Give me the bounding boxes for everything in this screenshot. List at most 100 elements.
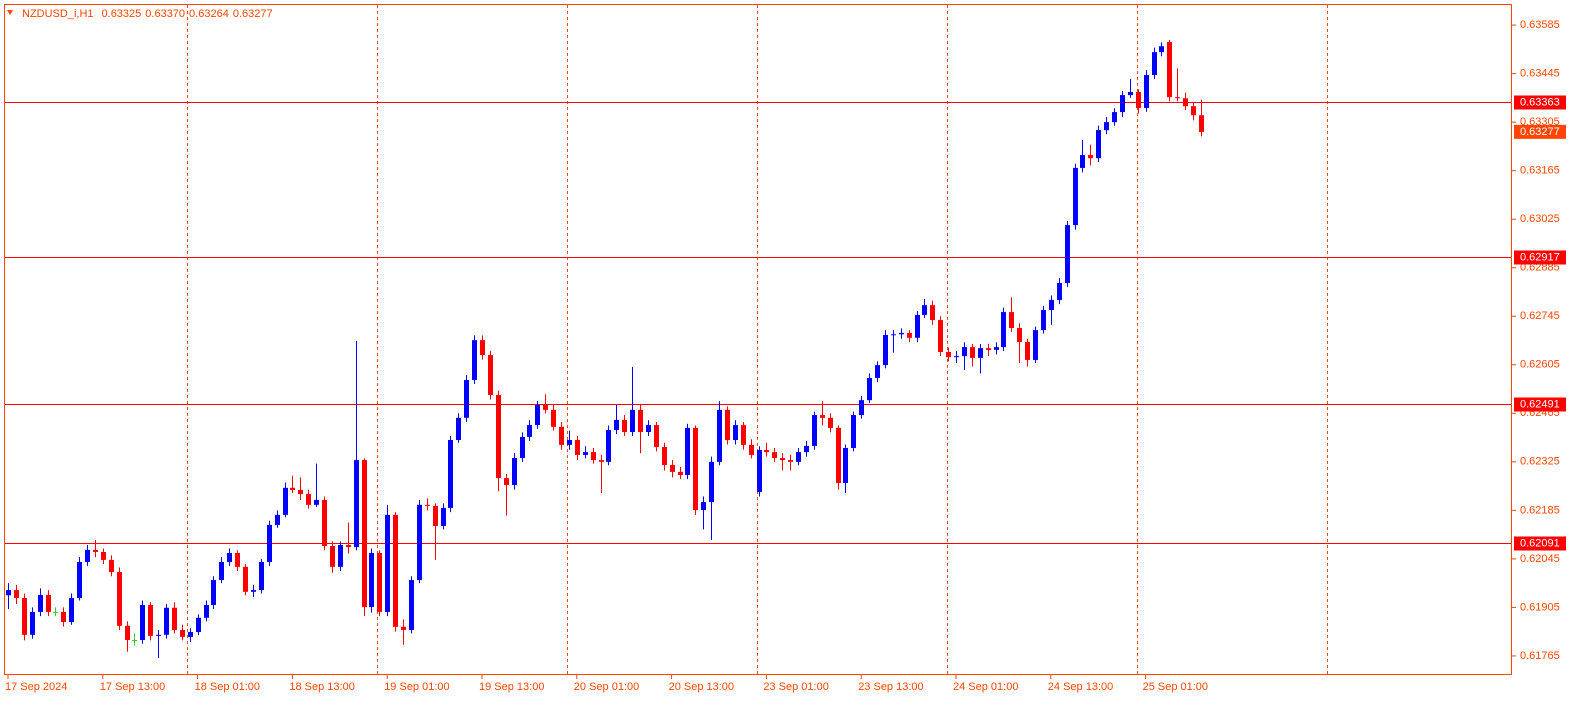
candle-body	[891, 334, 896, 336]
candle-body	[788, 460, 793, 462]
candle-body	[938, 320, 943, 352]
candle-body	[678, 471, 683, 476]
candle-body	[1120, 95, 1125, 113]
candle-body	[251, 590, 256, 592]
candle-body	[654, 425, 659, 447]
candle-body	[172, 607, 177, 630]
candle-body	[496, 394, 501, 479]
candle-body	[915, 314, 920, 338]
y-tick-label: 0.63585	[1520, 19, 1560, 31]
candle-body	[125, 625, 130, 640]
candle-body	[1152, 52, 1157, 76]
x-tick-label: 24 Sep 01:00	[953, 681, 1018, 693]
candle-body	[1199, 115, 1204, 132]
candle-body	[1009, 312, 1014, 329]
candle-body	[93, 549, 98, 552]
header-open: 0.63325	[102, 8, 142, 20]
candle-body	[1104, 122, 1109, 131]
candle-body	[583, 452, 588, 455]
candle-body	[622, 419, 627, 433]
header-close: 0.63277	[233, 8, 273, 20]
candle-body	[77, 562, 82, 599]
candle-body	[1175, 97, 1180, 99]
y-tick-label: 0.63165	[1520, 165, 1560, 177]
candle-body	[1041, 310, 1046, 331]
candle-body	[148, 604, 153, 636]
candle-body	[46, 594, 51, 612]
x-tick-label: 20 Sep 01:00	[574, 681, 639, 693]
candle-body	[772, 452, 777, 459]
candle-body	[456, 417, 461, 440]
header: NZDUSD_i,H1 0.63325 0.63370 0.63264 0.63277	[22, 8, 273, 20]
candle-body	[504, 478, 509, 486]
candle-body	[362, 460, 367, 608]
level-label: 0.62491	[1520, 398, 1560, 410]
candle-body	[235, 552, 240, 567]
candle-body	[369, 552, 374, 608]
candle-body	[417, 504, 422, 581]
candle-body	[954, 356, 959, 358]
x-tick-label: 23 Sep 13:00	[858, 681, 923, 693]
y-tick-label: 0.62325	[1520, 456, 1560, 468]
candle-body	[1096, 130, 1101, 159]
candle-body	[670, 464, 675, 472]
candle-body	[1080, 155, 1085, 168]
candle-body	[662, 446, 667, 465]
candle-body	[922, 305, 927, 315]
candle-body	[401, 626, 406, 630]
candle-body	[828, 417, 833, 428]
candle-body	[354, 460, 359, 548]
x-tick-label: 17 Sep 2024	[5, 681, 67, 693]
candle-body	[1167, 42, 1172, 98]
candle-body	[843, 447, 848, 483]
candle-body	[527, 425, 532, 437]
candle-body	[1128, 91, 1133, 96]
candle-body	[986, 348, 991, 350]
x-tick-label: 25 Sep 01:00	[1143, 681, 1208, 693]
candle-body	[1073, 167, 1078, 226]
candle-body	[464, 380, 469, 418]
candle-body	[512, 458, 517, 486]
candle-body	[140, 604, 145, 640]
candle-body	[567, 439, 572, 445]
candle-body	[575, 439, 580, 455]
level-label-box	[1514, 397, 1566, 412]
x-tick-label: 20 Sep 13:00	[669, 681, 734, 693]
candle-body	[693, 427, 698, 511]
level-label-box	[1514, 95, 1566, 110]
candle-body	[559, 426, 564, 445]
candle-body	[520, 436, 525, 459]
candle-body	[685, 427, 690, 476]
candle-body	[1191, 106, 1196, 116]
candle-body	[701, 502, 706, 511]
candle-body	[780, 458, 785, 461]
price-label: 0.63277	[1520, 126, 1560, 138]
candle-body	[638, 409, 643, 433]
y-tick-label: 0.61765	[1520, 650, 1560, 662]
candle-body	[61, 611, 66, 622]
candle-body	[1183, 98, 1188, 107]
candle-body	[1112, 112, 1117, 123]
candle-body	[211, 580, 216, 605]
x-tick-label: 24 Sep 13:00	[1048, 681, 1113, 693]
candle-body	[164, 607, 169, 635]
candle-body	[709, 461, 714, 503]
header-low: 0.63264	[189, 8, 229, 20]
candle-body	[290, 487, 295, 490]
candle-body	[1065, 225, 1070, 283]
candle-body	[393, 514, 398, 627]
candle-body	[322, 499, 327, 547]
candle-body	[117, 572, 122, 626]
candle-body	[606, 429, 611, 462]
candle-body	[851, 415, 856, 448]
header-high: 0.63370	[145, 8, 185, 20]
candle-body	[970, 347, 975, 358]
candle-body	[441, 507, 446, 526]
candle-body	[196, 617, 201, 633]
y-tick-label: 0.62045	[1520, 553, 1560, 565]
candle-body	[883, 334, 888, 366]
candle-body	[219, 562, 224, 581]
x-tick-label: 17 Sep 13:00	[100, 681, 165, 693]
candle-body	[946, 351, 951, 358]
candle-body	[978, 348, 983, 358]
